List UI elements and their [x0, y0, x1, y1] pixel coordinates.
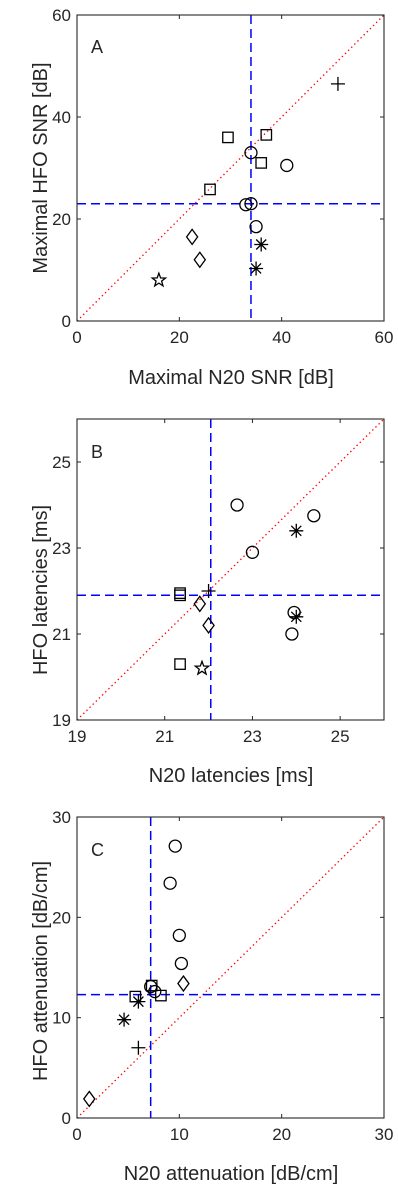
data-point-diamond	[202, 616, 215, 634]
data-point-square	[145, 979, 158, 992]
x-tick-label: 0	[72, 1125, 81, 1144]
plot-area-a: 0 20 40 60 0 20 40 60	[52, 6, 393, 347]
panel-label-c: C	[91, 840, 104, 860]
y-axis-label-b: HFO latencies [ms]	[30, 505, 52, 675]
data-point-circle	[285, 627, 299, 641]
panel-label-b: B	[91, 442, 103, 462]
data-point-circle	[230, 498, 244, 512]
data-point-asterisk	[289, 523, 304, 538]
y-tick-label: 0	[62, 312, 71, 331]
y-tick-label: 40	[52, 108, 71, 127]
y-tick-label: 21	[52, 625, 71, 644]
axes-box	[76, 14, 385, 322]
panel-b: 19 21 23 25 19 21 23 25 B N20 latencies [ms] HF…	[30, 418, 385, 787]
x-tick-label: 21	[155, 727, 174, 746]
data-point-circle	[249, 219, 263, 234]
data-point-diamond	[177, 974, 190, 993]
data-point-circle	[148, 984, 162, 999]
data-point-circle	[244, 146, 258, 160]
data-point-diamond	[82, 1090, 96, 1108]
data-point-diamond	[185, 228, 199, 246]
x-tick-label: 20	[272, 1125, 291, 1144]
x-tick-label: 19	[68, 727, 87, 746]
data-point-square	[174, 658, 186, 670]
x-tick-label: 30	[375, 1125, 394, 1144]
data-point-circle	[245, 545, 260, 559]
x-tick-label: 23	[243, 727, 262, 746]
y-tick-label: 10	[52, 1009, 71, 1028]
data-point-circle	[168, 839, 182, 853]
y-tick-label: 23	[52, 539, 71, 558]
axes-box	[76, 816, 385, 1119]
data-point-square	[255, 157, 268, 169]
data-point-plus	[330, 76, 345, 91]
data-point-asterisk	[254, 237, 269, 252]
y-tick-label: 30	[52, 808, 71, 827]
data-point-circle	[239, 198, 253, 212]
data-point-pentagram	[150, 271, 168, 288]
identity-line	[76, 14, 385, 322]
y-axis-label-a: Maximal HFO SNR [dB]	[30, 62, 52, 273]
plot-area-b: 19 21 23 25 19 21 23 25	[52, 418, 385, 746]
data-point-square	[155, 989, 167, 1002]
x-tick-label: 20	[170, 328, 189, 347]
data-point-asterisk	[289, 609, 304, 624]
data-point-square	[260, 128, 273, 141]
x-tick-label: 0	[72, 328, 81, 347]
data-point-circle	[307, 509, 321, 523]
data-point-plus	[131, 1040, 146, 1055]
data-point-asterisk	[249, 261, 264, 276]
data-point-square	[222, 131, 234, 144]
identity-line	[76, 816, 385, 1119]
plot-area-c: 0 10 20 30 0 10 20 30	[52, 808, 393, 1144]
x-axis-label-c: N20 attenuation [dB/cm]	[124, 1163, 339, 1185]
panel-label-a: A	[91, 37, 103, 57]
panel-c: 0 10 20 30 0 10 20 30 C N20 attenuation [dB/cm]…	[30, 808, 393, 1185]
identity-line	[76, 418, 385, 721]
data-point-circle	[174, 956, 189, 971]
x-tick-label: 40	[272, 328, 291, 347]
y-axis-label-c: HFO attenuation [dB/cm]	[30, 861, 52, 1081]
data-point-pentagram	[193, 659, 211, 676]
y-tick-label: 20	[52, 210, 71, 229]
data-point-square	[204, 183, 216, 196]
y-tick-label: 60	[52, 6, 71, 25]
x-tick-label: 10	[170, 1125, 189, 1144]
data-point-diamond	[193, 595, 207, 613]
data-point-circle	[280, 158, 294, 173]
x-tick-label: 60	[375, 328, 394, 347]
data-point-diamond	[193, 251, 207, 269]
y-tick-label: 19	[52, 711, 71, 730]
x-axis-label-b: N20 latencies [ms]	[149, 765, 314, 787]
x-axis-label-a: Maximal N20 SNR [dB]	[128, 367, 334, 389]
data-point-circle	[163, 876, 177, 890]
y-tick-label: 0	[62, 1109, 71, 1128]
axes-box	[76, 418, 385, 721]
x-tick-label: 25	[331, 727, 350, 746]
y-tick-label: 20	[52, 908, 71, 927]
data-point-asterisk	[117, 1012, 132, 1027]
data-point-asterisk	[131, 994, 146, 1009]
panel-a: 0 20 40 60 0 20 40 60 A Maximal N20 SNR [dB] Ma…	[30, 6, 393, 389]
y-tick-label: 25	[52, 453, 71, 472]
data-point-square	[174, 587, 186, 600]
data-point-plus	[201, 584, 216, 598]
data-point-circle	[172, 928, 186, 943]
data-point-circle	[244, 197, 258, 211]
